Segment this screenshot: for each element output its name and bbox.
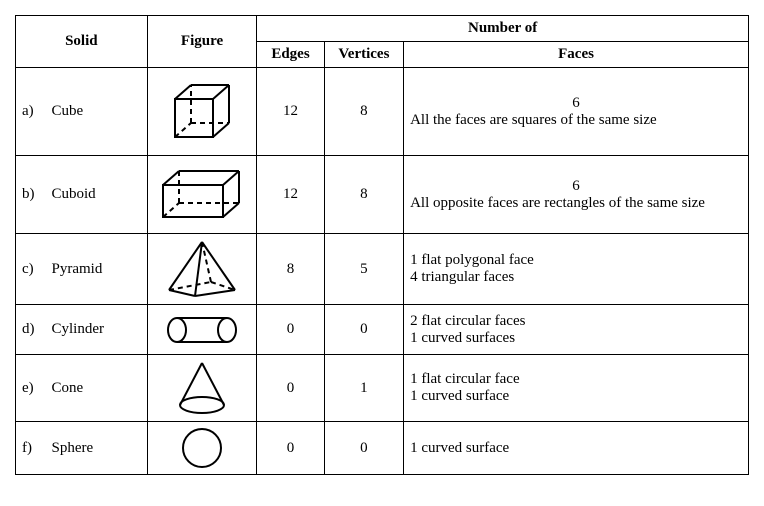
cylinder-icon [147,305,257,355]
edges-value: 0 [257,422,324,475]
solid-name: Cylinder [52,321,105,337]
solid-name: Pyramid [52,261,103,277]
edges-value: 0 [257,355,324,422]
solid-cell: e) Cone [16,355,148,422]
solid-cell: d) Cylinder [16,305,148,355]
sphere-icon [147,422,257,475]
solid-cell: f) Sphere [16,422,148,475]
face-description: 1 flat polygonal face4 triangular faces [410,252,742,286]
header-faces: Faces [404,42,749,68]
solid-cell: b) Cuboid [16,156,148,234]
faces-value: 1 flat circular face1 curved surface [404,355,749,422]
solids-table: Solid Figure Number of Edges Vertices Fa… [15,15,749,475]
table-row: e) Cone 011 flat circular face1 curved s… [16,355,749,422]
solid-name: Cuboid [52,186,96,202]
vertices-value: 5 [324,234,403,305]
table-row: a) Cube 1286All the faces are squares of… [16,68,749,156]
table-row: b) Cuboid 1286All opposite faces are rec… [16,156,749,234]
face-count: 6 [410,178,742,195]
faces-value: 1 curved surface [404,422,749,475]
face-description: 1 curved surface [410,440,742,457]
solid-name: Sphere [52,440,94,456]
vertices-value: 0 [324,422,403,475]
solid-cell: c) Pyramid [16,234,148,305]
faces-value: 2 flat circular faces1 curved surfaces [404,305,749,355]
cone-icon [147,355,257,422]
edges-value: 12 [257,68,324,156]
cuboid-icon [147,156,257,234]
vertices-value: 1 [324,355,403,422]
pyramid-icon [147,234,257,305]
face-description: All opposite faces are rectangles of the… [410,195,742,212]
header-number-of: Number of [257,16,749,42]
table-row: c) Pyramid 851 flat polygonal face4 tria… [16,234,749,305]
face-description: 2 flat circular faces1 curved surfaces [410,313,742,347]
row-letter: b) [22,186,44,203]
table-row: f) Sphere 00 1 curved surface [16,422,749,475]
header-edges: Edges [257,42,324,68]
solid-cell: a) Cube [16,68,148,156]
row-letter: a) [22,103,44,120]
face-description: All the faces are squares of the same si… [410,112,742,129]
edges-value: 0 [257,305,324,355]
faces-value: 6All opposite faces are rectangles of th… [404,156,749,234]
table-row: d) Cylinder 002 flat circular faces1 cur… [16,305,749,355]
row-letter: e) [22,380,44,397]
row-letter: c) [22,261,44,278]
faces-value: 6All the faces are squares of the same s… [404,68,749,156]
face-description: 1 flat circular face1 curved surface [410,371,742,405]
row-letter: f) [22,440,44,457]
header-solid: Solid [16,16,148,68]
vertices-value: 8 [324,68,403,156]
edges-value: 8 [257,234,324,305]
header-figure: Figure [147,16,257,68]
solid-name: Cube [52,103,84,119]
vertices-value: 8 [324,156,403,234]
edges-value: 12 [257,156,324,234]
header-vertices: Vertices [324,42,403,68]
cube-icon [147,68,257,156]
face-count: 6 [410,95,742,112]
faces-value: 1 flat polygonal face4 triangular faces [404,234,749,305]
row-letter: d) [22,321,44,338]
vertices-value: 0 [324,305,403,355]
solid-name: Cone [52,380,84,396]
